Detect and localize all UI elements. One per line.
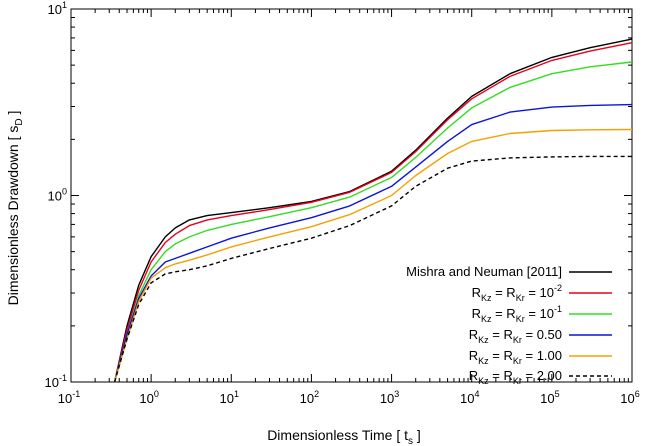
x-tick-label: 105	[540, 389, 559, 406]
y-tick-label: 101	[48, 0, 67, 17]
y-tick-label: 10-1	[45, 373, 67, 390]
x-tick-label: 104	[460, 389, 479, 406]
legend-label-3: RKz = RKr = 0.50	[469, 327, 562, 345]
x-tick-label: 101	[220, 389, 239, 406]
legend: Mishra and Neuman [2011] RKz = RKr = 10-2…	[406, 264, 612, 386]
series-line-5	[113, 155, 632, 383]
x-tick-label: 10-1	[58, 389, 80, 406]
x-tick-label: 102	[300, 389, 319, 406]
series-line-2	[113, 61, 633, 383]
x-tick-label: 103	[380, 389, 399, 406]
y-axis-label: Dimensionless Drawdown [ sD ]	[5, 111, 25, 306]
legend-label-5: RKz = RKr = 2.00	[469, 368, 562, 386]
legend-label-1: RKz = RKr = 10-2	[472, 283, 562, 303]
series-lines	[113, 38, 633, 383]
x-tick-label: 106	[620, 389, 639, 406]
ticks: 10-1 100 101 102 103 104 105 106 10-1 100 101	[45, 0, 640, 406]
legend-label-4: RKz = RKr = 1.00	[469, 348, 562, 366]
y-tick-label: 100	[48, 187, 67, 204]
series-line-1	[113, 42, 633, 383]
x-tick-label: 100	[139, 389, 158, 406]
legend-label-2: RKz = RKr = 10-1	[472, 304, 562, 324]
legend-label-0: Mishra and Neuman [2011]	[406, 264, 562, 279]
series-line-4	[113, 128, 633, 383]
series-line-0	[113, 38, 633, 383]
series-line-3	[113, 103, 633, 383]
x-axis-label: Dimensionless Time [ ts ]	[267, 427, 421, 446]
